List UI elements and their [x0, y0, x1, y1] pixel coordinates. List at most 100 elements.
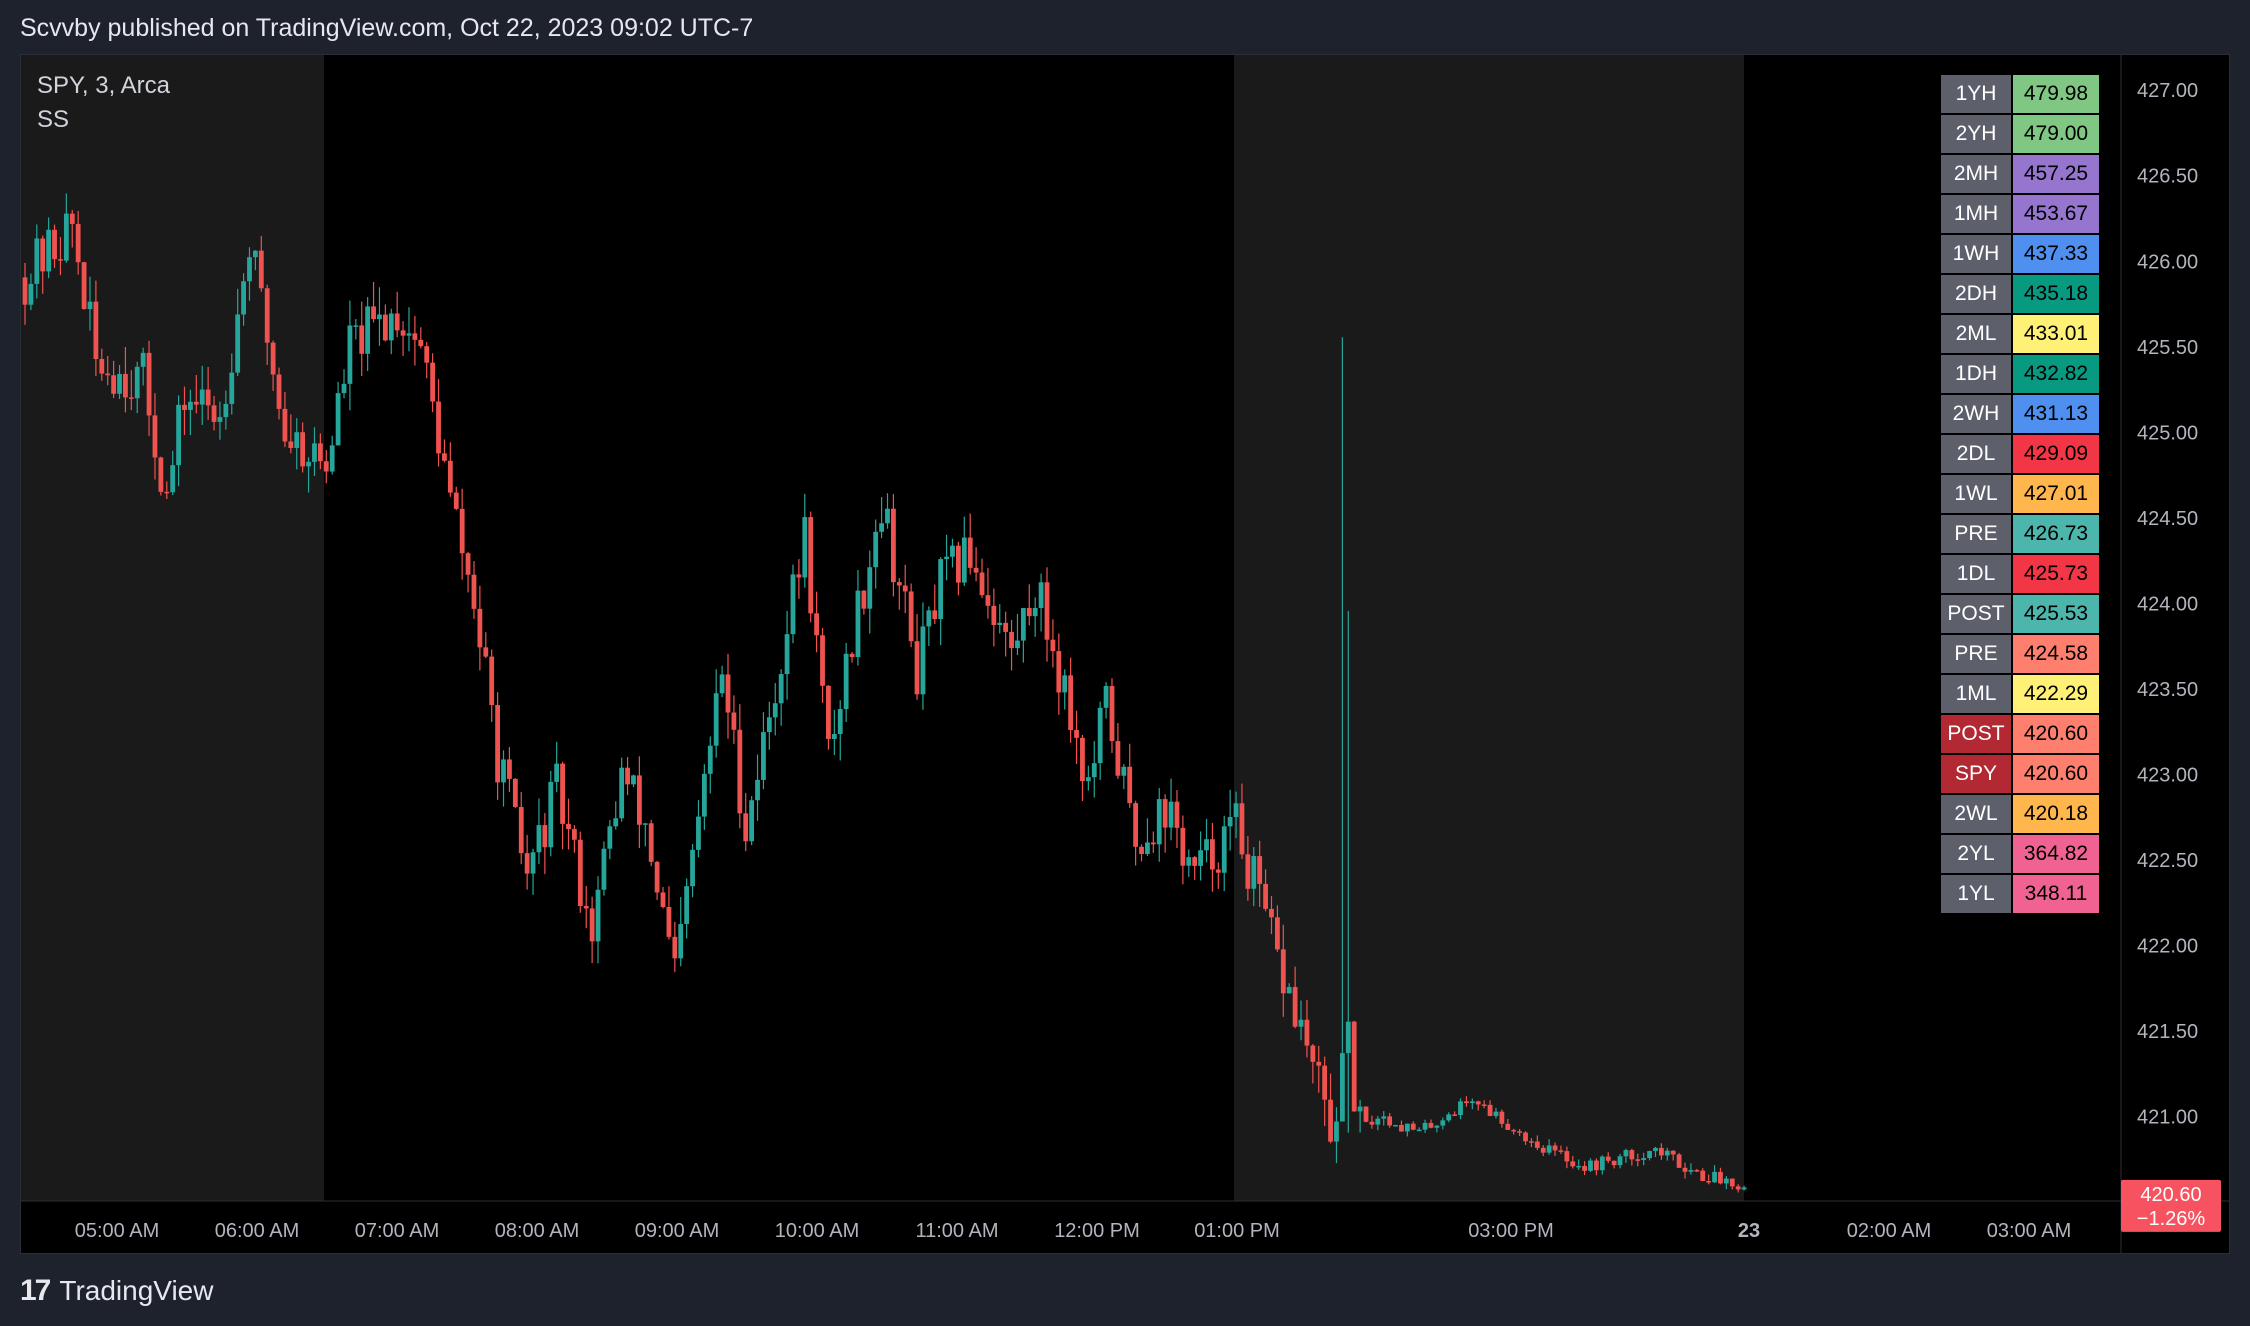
candle-body [58, 259, 63, 261]
level-value: 420.60 [2013, 755, 2099, 793]
candle-body [1280, 949, 1286, 994]
time-tick-label: 07:00 AM [355, 1220, 440, 1242]
candle-body [483, 647, 489, 657]
candle-body [814, 613, 820, 636]
candle-body [1062, 675, 1068, 693]
candle-body [914, 641, 920, 695]
candle-body [1269, 908, 1274, 918]
time-tick-label: 03:00 PM [1468, 1220, 1554, 1242]
tradingview-logo-icon[interactable]: 17 [20, 1274, 51, 1307]
candle-body [229, 372, 235, 404]
level-value: 432.82 [2013, 355, 2099, 393]
candle-body [1168, 801, 1174, 828]
candle-body [477, 608, 483, 648]
candle-body [1074, 730, 1079, 738]
level-value: 457.25 [2013, 155, 2099, 193]
level-value: 425.53 [2013, 595, 2099, 633]
footer-brand[interactable]: TradingView [59, 1275, 214, 1306]
candle-body [1735, 1186, 1741, 1190]
candle-body [808, 517, 814, 614]
level-name: 1DL [1941, 555, 2011, 593]
level-row: POST 425.53 [1941, 595, 2099, 633]
candle-body [382, 314, 388, 341]
candle-body [111, 375, 117, 394]
candle-body [607, 826, 613, 849]
candle-body [1658, 1147, 1664, 1156]
level-row: 2ML 433.01 [1941, 315, 2099, 353]
level-value: 427.01 [2013, 475, 2099, 513]
candle-body [731, 712, 737, 730]
level-value: 437.33 [2013, 235, 2099, 273]
candle-body [1723, 1178, 1729, 1184]
candle-body [1127, 766, 1133, 804]
price-tick-label: 421.00 [2137, 1106, 2198, 1128]
chart-frame[interactable]: 427.00 426.50 426.00 425.50 425.00 424.50 424.… [20, 54, 2230, 1254]
level-name: POST [1941, 715, 2011, 753]
candle-body [288, 441, 294, 448]
candle-body [1150, 842, 1156, 845]
price-tick-label: 426.00 [2137, 251, 2198, 273]
candle-body [241, 281, 246, 315]
candle-body [359, 325, 365, 354]
candle-body [1227, 817, 1233, 827]
candle-body [1322, 1065, 1328, 1100]
candle-body [642, 823, 648, 825]
candle-body [950, 545, 955, 557]
candle-body [1517, 1131, 1523, 1133]
price-tick-label: 423.50 [2137, 679, 2198, 701]
candle-body [1345, 1021, 1351, 1054]
candle-body [1682, 1167, 1688, 1172]
candle-body [636, 775, 642, 825]
level-value: 425.73 [2013, 555, 2099, 593]
candle-body [1446, 1114, 1452, 1121]
candle-body [282, 408, 288, 442]
candle-body [1009, 631, 1014, 649]
candle-body [1121, 766, 1127, 776]
candle-body [672, 936, 678, 959]
candle-body [1198, 850, 1203, 866]
candle-body [46, 229, 52, 272]
time-tick-label: 08:00 AM [495, 1220, 580, 1242]
level-row: 1YH 479.98 [1941, 75, 2099, 113]
level-row: 2MH 457.25 [1941, 155, 2099, 193]
candle-body [371, 306, 376, 320]
candle-body [1729, 1178, 1735, 1187]
candle-body [719, 674, 725, 694]
candle-body [341, 383, 347, 394]
candle-body [926, 610, 932, 627]
level-value: 348.11 [2013, 875, 2099, 913]
candle-body [1741, 1187, 1747, 1190]
candle-body [902, 585, 908, 592]
candle-body [388, 313, 394, 341]
level-value: 426.73 [2013, 515, 2099, 553]
candle-body [1328, 1099, 1333, 1142]
candle-body [743, 813, 749, 842]
level-value: 453.67 [2013, 195, 2099, 233]
candle-body [199, 389, 205, 405]
symbol-label[interactable]: SPY, 3, Arca [37, 72, 170, 99]
candle-body [1617, 1156, 1623, 1166]
candle-body [1375, 1118, 1381, 1125]
candle-body [920, 626, 926, 695]
candle-body [802, 517, 808, 578]
candle-body [465, 553, 471, 575]
candle-body [182, 404, 187, 410]
candle-body [1038, 582, 1044, 609]
candle-body [1304, 1019, 1310, 1046]
candle-body [896, 582, 902, 586]
candle-body [997, 622, 1003, 626]
candlestick-chart[interactable]: 427.00 426.50 426.00 425.50 425.00 424.50 424.… [21, 55, 2229, 1253]
level-name: 1YH [1941, 75, 2011, 113]
candle-body [75, 223, 81, 263]
indicator-label[interactable]: SS [37, 106, 70, 133]
candle-body [442, 453, 447, 461]
candle-body [1162, 799, 1168, 828]
candle-body [1505, 1123, 1511, 1130]
candle-body [312, 443, 317, 462]
candle-body [1481, 1104, 1487, 1106]
price-tick-label: 426.50 [2137, 166, 2198, 188]
candle-body [589, 908, 595, 942]
candle-body [1688, 1170, 1694, 1172]
candle-body [1204, 839, 1209, 851]
candle-body [542, 825, 548, 848]
